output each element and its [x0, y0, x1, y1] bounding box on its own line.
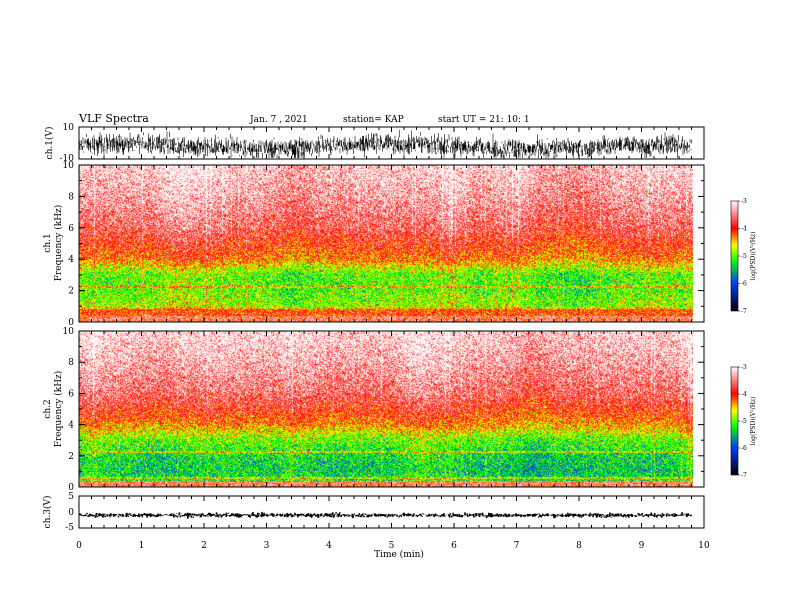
ch1-ytick-bottom: -10 — [60, 154, 75, 164]
ch2-spectrogram-ytick: 4 — [68, 421, 74, 431]
ch1-waveform-ylabel: ch.1(V) — [44, 127, 55, 160]
x-tick-label: 3 — [264, 541, 270, 551]
colorbar-tick: -6 — [741, 445, 747, 452]
ch2-spectrogram-ytick: 10 — [63, 327, 75, 337]
ch2-spectrogram-ylabel-line1: ch.2 — [43, 399, 53, 418]
x-axis-label: Time (min) — [374, 549, 424, 560]
colorbar-tick: -3 — [741, 364, 747, 371]
x-tick-label: 1 — [139, 541, 145, 551]
x-tick-label: 4 — [326, 541, 332, 551]
colorbar-tick: -5 — [741, 418, 747, 425]
ch1-spectrogram-ytick: 4 — [68, 255, 74, 265]
colorbar-gradient — [730, 366, 739, 476]
x-axis-ticks: 0 1 2 3 4 5 6 7 8 9 10 — [76, 127, 710, 551]
ch1-spectrogram-ytick: 8 — [68, 192, 74, 202]
ch1-spectrogram-ylabel-line2: Frequency (kHz) — [53, 205, 64, 282]
colorbar-tick: -7 — [741, 308, 747, 315]
x-tick-label: 10 — [698, 541, 710, 551]
figure-title: VLF Spectra — [78, 112, 149, 125]
colorbar-tick: -6 — [741, 281, 747, 288]
ch3-ytick-bottom: -5 — [65, 523, 74, 533]
colorbar-tick: -7 — [741, 472, 747, 479]
station-label: station= KAP — [343, 115, 404, 125]
colorbar-label: log(PSD)(V²/Hz) — [750, 232, 757, 281]
ch2-colorbar: -3 -4 -5 -6 -7 log(PSD)(V²/Hz) — [730, 364, 757, 479]
colorbar-label: log(PSD)(V²/Hz) — [750, 397, 757, 446]
start-time-label: start UT = 21: 10: 1 — [438, 115, 530, 125]
ch2-spectrogram-panel: 0 2 4 6 8 10 ch.2 Frequency (kHz) — [43, 327, 705, 493]
ch2-spectrogram-ylabel-line2: Frequency (kHz) — [53, 371, 64, 448]
colorbar-tick: -4 — [741, 226, 747, 233]
ch1-spectrogram-image — [79, 165, 693, 322]
ch1-spectrogram-panel: 0 2 4 6 8 10 ch.1 Frequency (kHz) — [43, 161, 705, 328]
date-label: Jan. 7 , 2021 — [249, 115, 308, 125]
ch3-ytick-top: 5 — [68, 492, 74, 502]
x-tick-label: 6 — [451, 541, 457, 551]
ch1-spectrogram-ytick: 10 — [63, 161, 75, 171]
ch3-ytick-mid: 0 — [68, 508, 74, 518]
ch2-spectrogram-ytick: 6 — [68, 389, 74, 399]
colorbar-tick: -4 — [741, 391, 747, 398]
ch2-spectrogram-image — [79, 331, 693, 487]
x-tick-label: 7 — [514, 541, 520, 551]
ch1-waveform-panel: 10 -10 ch.1(V) — [44, 123, 705, 164]
ch2-spectrogram-ytick: 8 — [68, 358, 74, 368]
ch1-spectrogram-ytick: 0 — [68, 318, 74, 328]
ch3-waveform-trace — [79, 511, 692, 519]
x-tick-label: 8 — [576, 541, 582, 551]
ch1-colorbar: -3 -4 -5 -6 -7 log(PSD)(V²/Hz) — [730, 198, 757, 315]
ch1-spectrogram-ytick: 2 — [68, 287, 74, 297]
ch1-spectrogram-ytick: 6 — [68, 224, 74, 234]
ch1-ytick-top: 10 — [63, 123, 75, 133]
ch1-spectrogram-ylabel-line1: ch.1 — [43, 233, 53, 252]
x-tick-label: 9 — [639, 541, 645, 551]
ch3-waveform-ylabel: ch.3(V) — [42, 496, 53, 529]
ch2-spectrogram-ytick: 2 — [68, 452, 74, 462]
colorbar-tick: -3 — [741, 198, 747, 205]
x-tick-label: 0 — [76, 541, 82, 551]
colorbar-tick: -5 — [741, 253, 747, 260]
x-tick-label: 5 — [389, 541, 395, 551]
ch1-waveform-trace — [79, 130, 692, 158]
ch3-waveform-panel: 5 0 -5 ch.3(V) — [42, 492, 705, 533]
colorbar-gradient — [730, 200, 739, 312]
x-tick-label: 2 — [201, 541, 207, 551]
ch2-spectrogram-ytick: 0 — [68, 483, 74, 493]
